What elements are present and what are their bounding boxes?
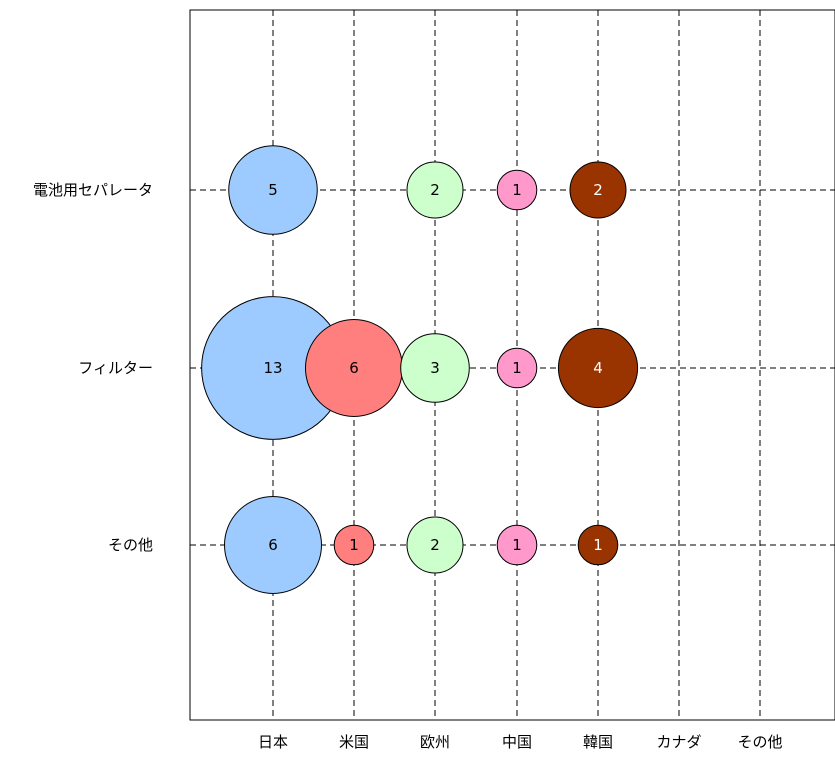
x-tick-label: 日本	[258, 733, 288, 751]
bubble-value-label: 1	[349, 536, 359, 554]
x-axis-labels: 日本 米国 欧州 中国 韓国 カナダ その他	[258, 733, 783, 751]
bubble-value-label: 3	[430, 359, 440, 377]
bubble-中国-フィルター	[496, 347, 538, 389]
bubble-value-label: 2	[430, 536, 440, 554]
y-tick-label: 電池用セパレータ	[33, 181, 153, 199]
bubble-value-label: 6	[349, 359, 359, 377]
plot-frame	[189, 9, 835, 721]
x-tick-label: 韓国	[583, 733, 613, 751]
bubble-value-label: 4	[593, 359, 603, 377]
bubble-value-label: 5	[268, 181, 278, 199]
x-tick-label: 米国	[339, 733, 369, 751]
bubble-欧州-電池用セパレータ	[406, 161, 464, 219]
bubble-欧州-その他	[406, 516, 464, 574]
bubble-value-label: 1	[512, 181, 522, 199]
bubble-value-label: 1	[512, 536, 522, 554]
bubble-韓国-その他	[577, 524, 619, 566]
bubble-value-label: 6	[268, 536, 278, 554]
bubble-日本-電池用セパレータ	[228, 145, 318, 235]
bubble-日本-その他	[224, 496, 322, 594]
bubble-value-label: 1	[512, 359, 522, 377]
bubble-中国-電池用セパレータ	[496, 169, 538, 211]
bubble-欧州-フィルター	[400, 333, 470, 403]
y-tick-label: フィルター	[78, 359, 153, 377]
bubbles-layer: 5 13 6 6 1 2 3 2 1 1 1 2 4 1	[201, 145, 639, 594]
x-tick-label: 欧州	[420, 733, 450, 751]
bubble-value-label: 2	[593, 181, 603, 199]
y-tick-label: その他	[108, 536, 153, 554]
x-tick-label: その他	[737, 733, 782, 751]
bubble-value-label: 2	[430, 181, 440, 199]
bubble-value-label: 13	[263, 359, 282, 377]
bubble-value-label: 1	[593, 536, 603, 554]
bubble-中国-その他	[496, 524, 538, 566]
x-tick-label: 中国	[502, 733, 532, 751]
bubble-米国-その他	[333, 524, 375, 566]
bubble-韓国-電池用セパレータ	[569, 161, 627, 219]
bubble-韓国-フィルター	[557, 327, 639, 409]
x-tick-label: カナダ	[656, 733, 701, 751]
